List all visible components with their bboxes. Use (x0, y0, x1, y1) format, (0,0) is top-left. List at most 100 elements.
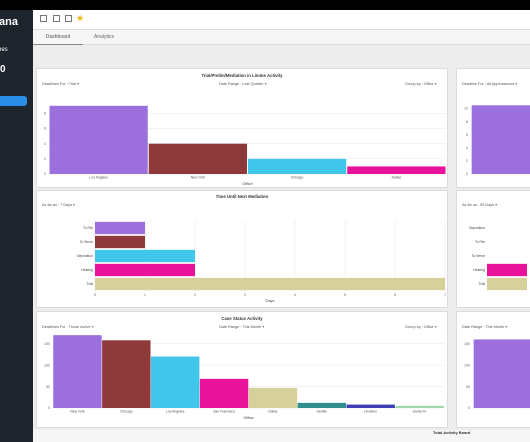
bar (347, 166, 446, 174)
window-top-bar (0, 0, 530, 10)
brand-logo: iana (0, 16, 19, 28)
x-tick-label: Dallas (268, 410, 278, 414)
bar (95, 277, 445, 291)
x-tick-label: Santa Fe (413, 410, 427, 414)
x-tick-label: New York (70, 410, 85, 414)
y-tick-label: 100 (464, 363, 470, 367)
bar (346, 404, 395, 408)
x-tick-label: 3 (244, 293, 246, 297)
x-tick-label: Los Angeles (89, 176, 108, 180)
y-tick-label: Trial (87, 282, 94, 286)
y-tick-label: To Serve (472, 254, 485, 258)
y-tick-label: 6 (466, 133, 468, 137)
y-tick-label: 2 (44, 157, 46, 161)
panel-title: Total Activity Board (433, 430, 471, 435)
right-mid-panel: As far as : 90 Days ▾ Deposition To File T… (456, 190, 530, 308)
x-tick-label: 0 (94, 293, 96, 297)
y-tick-label: To Serve (80, 240, 93, 244)
time-until-panel: Time Until Next Mediation As far as : 7 … (36, 190, 448, 308)
x-axis-label: Days (265, 298, 274, 303)
date-range-select[interactable]: Date Range : This Month ▾ (219, 325, 265, 329)
group-by-select[interactable]: Group by : Office ▾ (405, 325, 437, 329)
panel-title: Case Status Activity (221, 316, 263, 321)
as-far-as-select[interactable]: As far as : 7 Days ▾ (42, 203, 75, 207)
as-far-as-select[interactable]: As far as : 90 Days ▾ (462, 203, 498, 207)
sidebar-item-label[interactable]: nes (0, 47, 8, 53)
y-tick-label: 0 (48, 406, 50, 410)
bar (487, 277, 527, 291)
group-by-select[interactable]: Group by : Office ▾ (405, 82, 437, 86)
y-tick-label: 4 (466, 146, 468, 150)
y-tick-label: Hearing (473, 268, 485, 272)
case-status-panel: Case Status Activity Deadlines For : Tho… (36, 311, 448, 428)
y-tick-label: 6 (44, 127, 46, 131)
y-tick-label: 8 (44, 112, 46, 116)
sidebar-action-button[interactable] (0, 96, 27, 106)
bar (95, 249, 195, 263)
x-tick-label: Houston (364, 410, 377, 414)
bar (471, 105, 530, 174)
y-tick-label: Deposition (77, 254, 93, 258)
sidebar-count: 0 (0, 64, 6, 75)
y-tick-label: 4 (44, 142, 46, 146)
appearances-panel: Deadline For : All Appearances ▾ 0 2 4 6 8 10 (456, 68, 530, 188)
time-until-bar-chart: 0 1 2 3 4 5 6 7 To File To Serve Deposition Hearing… (77, 221, 446, 303)
x-tick-label: 5 (344, 293, 346, 297)
bar (95, 263, 195, 277)
date-range-select[interactable]: Date Range : Last Quarter ▾ (219, 82, 267, 86)
right-bottom-panel: Date Range : This Month ▾ 050100150Los A… (456, 311, 530, 428)
bottom-panel-strip: Total Activity Board (33, 430, 530, 442)
tab-analytics[interactable]: Analytics (93, 34, 114, 40)
y-tick-label: To File (475, 240, 485, 244)
bar (199, 378, 249, 408)
case-status-bar-chart: 0 50 100 150 New York Chicago Los Angeles San F… (44, 335, 444, 420)
star-icon[interactable]: ★ (76, 13, 85, 23)
x-tick-label: 2 (194, 293, 196, 297)
appearances-bar-chart: 0 2 4 6 8 10 (464, 105, 530, 176)
y-tick-label: 50 (46, 385, 50, 389)
y-tick-label: Deposition (469, 226, 485, 230)
y-tick-label: Hearing (81, 268, 93, 272)
bar (49, 105, 148, 174)
deadlines-select[interactable]: Deadlines For : Those Active ▾ (42, 325, 94, 329)
y-tick-label: 0 (466, 172, 468, 176)
bar (53, 335, 102, 408)
mail-icon[interactable] (53, 15, 60, 22)
x-tick-label: 1 (144, 293, 146, 297)
x-tick-label: Dallas (392, 176, 402, 180)
bar (473, 339, 530, 408)
trial-activity-panel: Trial/Prelim/Mediation in Limine Activit… (36, 68, 448, 188)
deadlines-select[interactable]: Deadlines For : Trial ▾ (42, 82, 79, 86)
square-icon[interactable] (40, 15, 47, 22)
main-area: ★ Dashboard Analytics Trial/Prelim/Media… (33, 10, 530, 442)
y-tick-label: To File (83, 226, 93, 230)
x-tick-label: 6 (394, 293, 396, 297)
bar (148, 143, 248, 174)
deadlines-select[interactable]: Deadline For : All Appearances ▾ (462, 82, 518, 86)
bar (150, 356, 200, 408)
toolbar: ★ (33, 10, 530, 30)
bar (95, 221, 145, 235)
bar (247, 158, 347, 174)
bar (248, 387, 298, 408)
tabs-bar: Dashboard Analytics (33, 30, 530, 45)
tab-dashboard[interactable]: Dashboard (33, 30, 83, 45)
save-icon[interactable] (65, 15, 72, 22)
y-tick-label: 0 (44, 172, 46, 176)
x-tick-label: New York (191, 176, 206, 180)
y-tick-label: 8 (466, 120, 468, 124)
y-tick-label: 150 (464, 342, 470, 346)
date-range-select[interactable]: Date Range : This Month ▾ (462, 325, 508, 329)
x-tick-label: 7 (444, 293, 446, 297)
x-tick-label: Los Angeles (166, 410, 185, 414)
bar (95, 235, 145, 249)
y-tick-label: 10 (464, 107, 468, 111)
panel-title: Trial/Prelim/Mediation in Limine Activit… (201, 73, 283, 78)
bar (395, 405, 444, 408)
y-tick-label: 100 (44, 363, 50, 367)
y-tick-label: 50 (466, 385, 470, 389)
x-tick-label: Chicago (120, 410, 133, 414)
sidebar: iana nes 0 (0, 10, 33, 442)
x-tick-label: San Francisco (213, 410, 235, 414)
y-tick-label: Trial (479, 282, 486, 286)
